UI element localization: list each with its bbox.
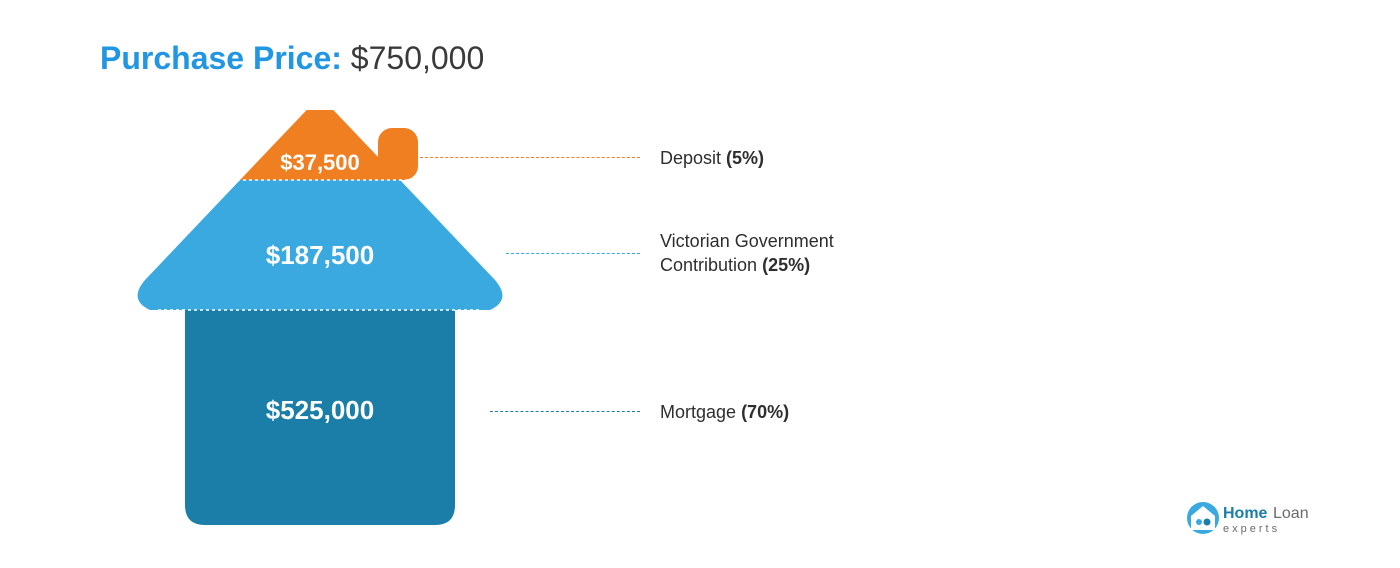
label-mortgage-pct: (70%) [741,402,789,422]
connector-contribution [506,253,640,254]
logo-text-experts: experts [1223,523,1280,535]
house-infographic [130,110,510,530]
logo-mark-icon [1187,502,1219,534]
logo-text-loan: Loan [1273,505,1309,522]
label-mortgage: Mortgage (70%) [660,400,789,424]
brand-logo: Home Loan experts [1185,498,1345,538]
page-title: Purchase Price: $750,000 [100,40,484,77]
logo-text-home: Home [1223,505,1268,522]
segment-contribution [138,180,503,310]
label-deposit-text: Deposit [660,148,721,168]
label-contribution-pct: (25%) [762,255,810,275]
title-label: Purchase Price: [100,40,342,76]
segment-deposit [240,110,400,180]
chimney [378,128,418,180]
title-value: $750,000 [351,40,484,76]
connector-mortgage [490,411,640,412]
label-deposit-pct: (5%) [726,148,764,168]
segment-mortgage [185,310,455,525]
label-contribution: Victorian Government Contribution (25%) [660,229,910,278]
label-mortgage-text: Mortgage [660,402,736,422]
label-deposit: Deposit (5%) [660,146,764,170]
connector-deposit [420,157,640,158]
